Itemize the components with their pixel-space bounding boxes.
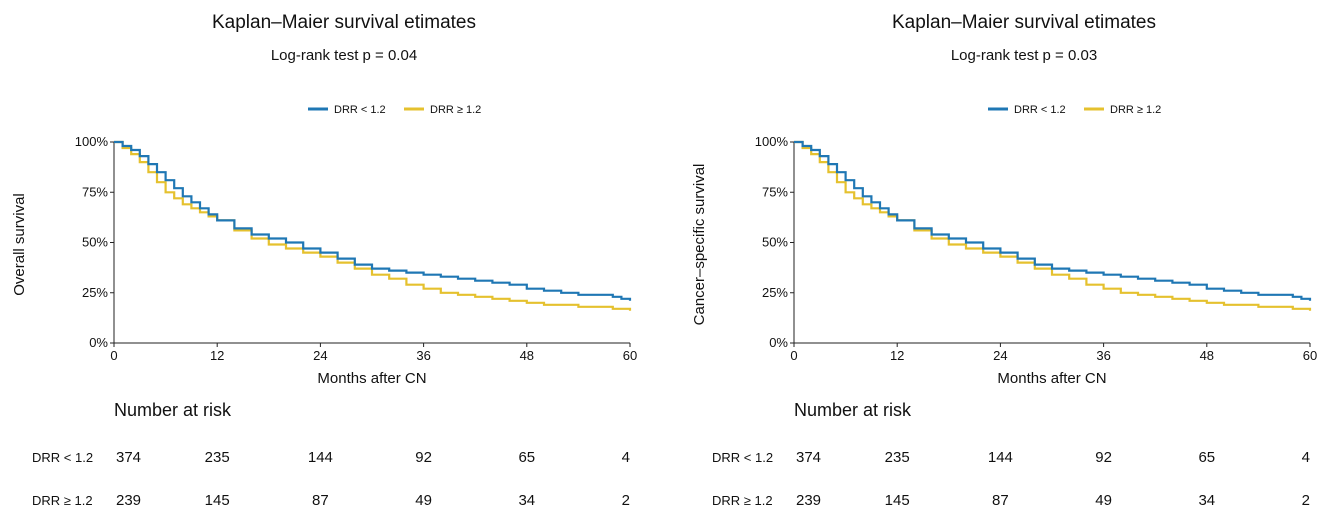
chart-panel-2: Kaplan–Maier survival etimates Log-rank t… <box>691 12 1317 509</box>
risk-value: 49 <box>1095 492 1112 509</box>
legend-label: DRR ≥ 1.2 <box>430 104 481 116</box>
risk-value: 2 <box>622 492 630 509</box>
risk-value: 92 <box>1095 449 1112 466</box>
risk-value: 65 <box>1198 449 1215 466</box>
risk-row-label: DRR < 1.2 <box>712 450 773 465</box>
x-tick-label: 36 <box>1096 348 1110 363</box>
risk-value: 87 <box>312 492 329 509</box>
x-tick-label: 0 <box>790 348 797 363</box>
y-tick-label: 25% <box>82 285 108 300</box>
y-tick-label: 0% <box>769 335 788 350</box>
x-tick-label: 12 <box>890 348 904 363</box>
y-tick-label: 75% <box>762 184 788 199</box>
risk-value: 235 <box>205 449 230 466</box>
series-line-high <box>114 140 632 311</box>
chart-title: Kaplan–Maier survival etimates <box>892 12 1156 33</box>
x-tick-label: 60 <box>1303 348 1317 363</box>
y-tick-label: 50% <box>82 235 108 250</box>
risk-row-label: DRR < 1.2 <box>32 450 93 465</box>
x-tick-label: 0 <box>110 348 117 363</box>
risk-value: 239 <box>796 492 821 509</box>
x-tick-label: 60 <box>623 348 637 363</box>
y-tick-label: 50% <box>762 235 788 250</box>
risk-table-title: Number at risk <box>114 400 232 420</box>
x-tick-label: 48 <box>1200 348 1214 363</box>
risk-value: 34 <box>518 492 535 509</box>
risk-value: 49 <box>415 492 432 509</box>
legend-label: DRR < 1.2 <box>334 104 386 116</box>
chart-subtitle: Log-rank test p = 0.04 <box>271 47 417 64</box>
x-tick-label: 48 <box>520 348 534 363</box>
x-tick-label: 24 <box>313 348 327 363</box>
x-axis-label: Months after CN <box>997 370 1106 387</box>
risk-value: 374 <box>116 449 141 466</box>
y-axis-label: Cancer–specific survival <box>691 164 708 326</box>
chart-subtitle: Log-rank test p = 0.03 <box>951 47 1097 64</box>
y-tick-label: 100% <box>755 134 789 149</box>
y-tick-label: 75% <box>82 184 108 199</box>
x-tick-label: 36 <box>416 348 430 363</box>
risk-value: 92 <box>415 449 432 466</box>
y-tick-label: 100% <box>75 134 109 149</box>
chart-panel-1: Kaplan–Maier survival etimates Log-rank t… <box>11 12 637 509</box>
y-tick-label: 25% <box>762 285 788 300</box>
chart-legend: DRR < 1.2 DRR ≥ 1.2 <box>308 104 481 116</box>
risk-value: 145 <box>885 492 910 509</box>
risk-value: 144 <box>308 449 333 466</box>
legend-label: DRR ≥ 1.2 <box>1110 104 1161 116</box>
chart-legend: DRR < 1.2 DRR ≥ 1.2 <box>988 104 1161 116</box>
risk-value: 235 <box>885 449 910 466</box>
risk-value: 34 <box>1198 492 1215 509</box>
risk-value: 4 <box>1302 449 1310 466</box>
y-tick-label: 0% <box>89 335 108 350</box>
risk-value: 374 <box>796 449 821 466</box>
risk-value: 65 <box>518 449 535 466</box>
series-line-low <box>794 140 1312 301</box>
x-axis-label: Months after CN <box>317 370 426 387</box>
risk-table-title: Number at risk <box>794 400 912 420</box>
risk-value: 2 <box>1302 492 1310 509</box>
risk-value: 239 <box>116 492 141 509</box>
x-tick-label: 12 <box>210 348 224 363</box>
risk-value: 145 <box>205 492 230 509</box>
y-axis-label: Overall survival <box>11 193 28 296</box>
risk-row-label: DRR ≥ 1.2 <box>32 493 93 508</box>
series-line-low <box>114 140 632 301</box>
risk-value: 4 <box>622 449 630 466</box>
series-line-high <box>794 140 1312 311</box>
chart-title: Kaplan–Maier survival etimates <box>212 12 476 33</box>
x-tick-label: 24 <box>993 348 1007 363</box>
risk-value: 144 <box>988 449 1013 466</box>
risk-value: 87 <box>992 492 1009 509</box>
risk-row-label: DRR ≥ 1.2 <box>712 493 773 508</box>
legend-label: DRR < 1.2 <box>1014 104 1066 116</box>
